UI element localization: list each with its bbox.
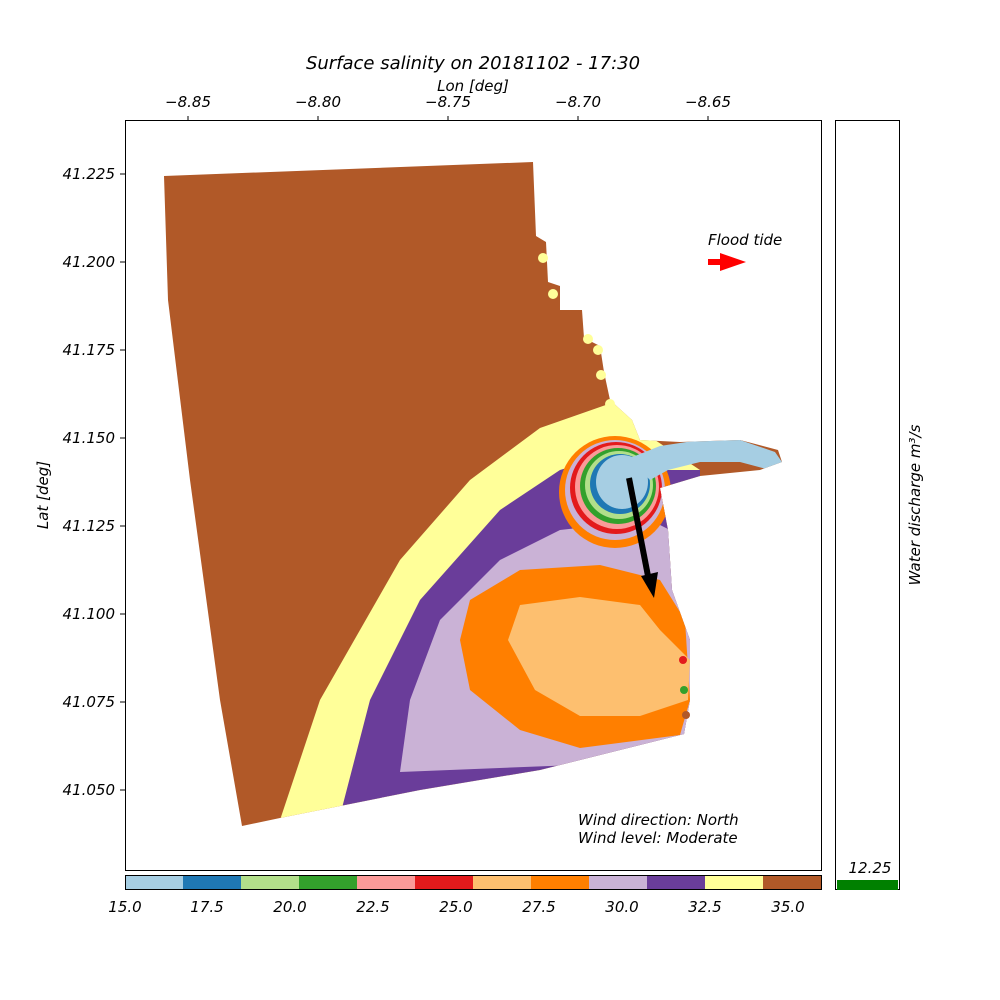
salinity-zone-27	[508, 597, 690, 716]
y-tick-label: 41.125	[63, 517, 116, 535]
discharge-label: Water discharge m³/s	[906, 424, 924, 585]
colorbar-segment	[125, 875, 184, 890]
y-tick-labels: 41.225 41.200 41.175 41.150 41.125 41.10…	[63, 165, 116, 799]
y-axis-label: Lat [deg]	[34, 461, 52, 529]
y-tick-label: 41.075	[63, 693, 116, 711]
x-tick-label: −8.70	[555, 93, 601, 111]
discharge-value: 12.25	[849, 859, 892, 877]
chart-title: Surface salinity on 20181102 - 17:30	[306, 53, 640, 74]
y-tick-label: 41.050	[63, 781, 116, 799]
colorbar-frame	[125, 875, 822, 890]
discharge-panel	[835, 120, 900, 890]
plot-frame	[125, 120, 822, 871]
wind-arrow-icon	[626, 477, 658, 598]
salinity-colorbar	[125, 875, 822, 890]
colorbar-segment	[357, 875, 416, 890]
colorbar-segment	[763, 875, 822, 890]
y-tick-label: 41.100	[63, 605, 116, 623]
colorbar-tick-label: 27.5	[522, 898, 555, 916]
y-tick-label: 41.175	[63, 341, 116, 359]
colorbar-segment	[705, 875, 764, 890]
x-tick-label: −8.65	[685, 93, 731, 111]
colorbar-tick-label: 25.0	[439, 898, 472, 916]
wind-level-label: Wind level: Moderate	[578, 829, 738, 847]
colorbar-segment	[589, 875, 648, 890]
y-tick-label: 41.150	[63, 429, 116, 447]
salinity-map	[164, 162, 782, 826]
colorbar-segment	[647, 875, 706, 890]
y-tick-label: 41.225	[63, 165, 116, 183]
colorbar-segment	[415, 875, 474, 890]
tide-arrow-icon	[708, 253, 746, 271]
colorbar-tick-label: 30.0	[605, 898, 638, 916]
colorbar-tick-label: 15.0	[108, 898, 141, 916]
x-tick-label: −8.80	[295, 93, 341, 111]
colorbar-segment	[531, 875, 590, 890]
colorbar-tick-label: 35.0	[771, 898, 804, 916]
colorbar-segment	[241, 875, 300, 890]
colorbar-tick-label: 17.5	[190, 898, 223, 916]
tide-label: Flood tide	[708, 231, 782, 249]
colorbar-tick-label: 20.0	[273, 898, 306, 916]
x-tick-label: −8.75	[425, 93, 471, 111]
colorbar-tick-label: 22.5	[356, 898, 389, 916]
colorbar-segment	[299, 875, 358, 890]
discharge-bar	[837, 880, 898, 890]
colorbar-segment	[473, 875, 532, 890]
x-axis-label: Lon [deg]	[437, 77, 509, 95]
y-tick-label: 41.200	[63, 253, 116, 271]
y-ticks	[120, 173, 125, 791]
wind-direction-label: Wind direction: North	[578, 811, 739, 829]
colorbar-tick-labels: 15.0 17.5 20.0 22.5 25.0 27.5 30.0 32.5 …	[108, 898, 804, 916]
colorbar-segment	[183, 875, 242, 890]
colorbar-tick-label: 32.5	[688, 898, 721, 916]
x-tick-label: −8.85	[165, 93, 211, 111]
river-channel	[630, 440, 782, 480]
x-tick-labels: −8.85 −8.80 −8.75 −8.70 −8.65	[165, 93, 731, 111]
